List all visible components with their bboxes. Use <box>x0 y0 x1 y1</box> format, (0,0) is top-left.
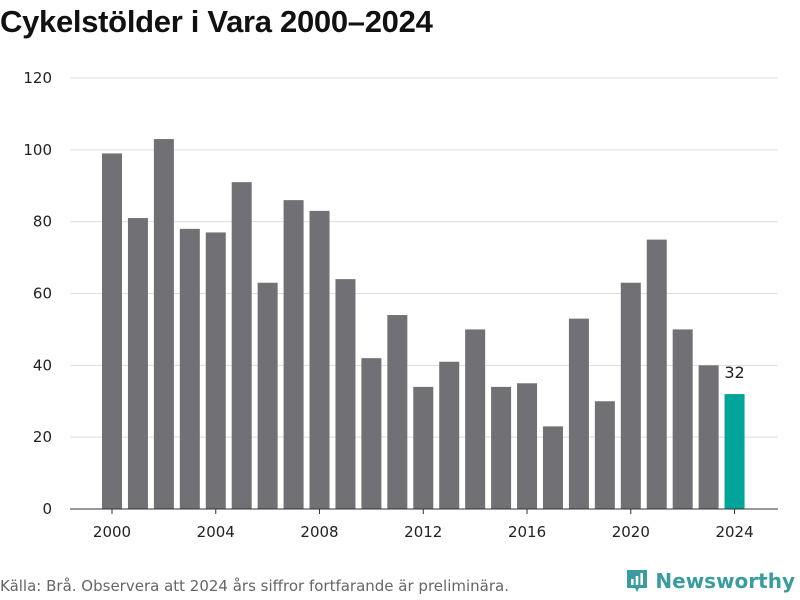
bar <box>309 210 330 509</box>
bar-chart: 0 20 40 60 80 100 120 32 2000 2004 2008 2012 2016 202… <box>23 69 778 541</box>
y-tick-label: 20 <box>33 428 52 446</box>
bar-highlight <box>724 394 745 509</box>
y-tick-label: 80 <box>33 213 52 231</box>
x-tick-label: 2000 <box>93 523 131 541</box>
y-tick-label: 40 <box>33 356 52 374</box>
bar <box>387 315 408 509</box>
newsworthy-logo-icon <box>627 570 648 592</box>
bar <box>413 386 434 509</box>
bar <box>205 232 226 510</box>
bar <box>283 200 304 509</box>
bar <box>102 153 122 510</box>
chart-title: Cykelstölder i Vara 2000–2024 <box>0 4 433 39</box>
bar <box>698 365 719 509</box>
bar <box>335 279 356 509</box>
bar <box>517 383 538 509</box>
bar <box>646 239 667 509</box>
brand-name: Newsworthy <box>655 569 795 593</box>
bar <box>465 329 486 509</box>
x-tick-label: 2020 <box>612 523 650 541</box>
source-note: Källa: Brå. Observera att 2024 års siffr… <box>0 577 509 595</box>
y-tick-label: 60 <box>33 285 52 303</box>
bar <box>594 401 615 509</box>
y-tick-label: 120 <box>23 69 52 87</box>
y-tick-label: 0 <box>42 500 52 518</box>
x-tick-label: 2012 <box>404 523 442 541</box>
bar <box>361 358 382 509</box>
bar <box>153 139 174 509</box>
bar <box>568 318 589 509</box>
bar <box>179 228 200 509</box>
bar <box>127 218 148 509</box>
bar <box>257 282 278 509</box>
bar <box>439 361 460 509</box>
x-tick-label: 2016 <box>508 523 546 541</box>
bar <box>231 182 252 510</box>
data-label: 32 <box>724 363 744 382</box>
bar <box>620 282 641 509</box>
brand[interactable]: Newsworthy <box>625 568 795 594</box>
bar <box>542 426 563 509</box>
x-tick-label: 2004 <box>197 523 235 541</box>
y-tick-label: 100 <box>23 141 52 159</box>
x-tick-label: 2008 <box>300 523 338 541</box>
bar <box>672 329 693 509</box>
x-tick-label: 2024 <box>715 523 753 541</box>
bar <box>491 386 512 509</box>
